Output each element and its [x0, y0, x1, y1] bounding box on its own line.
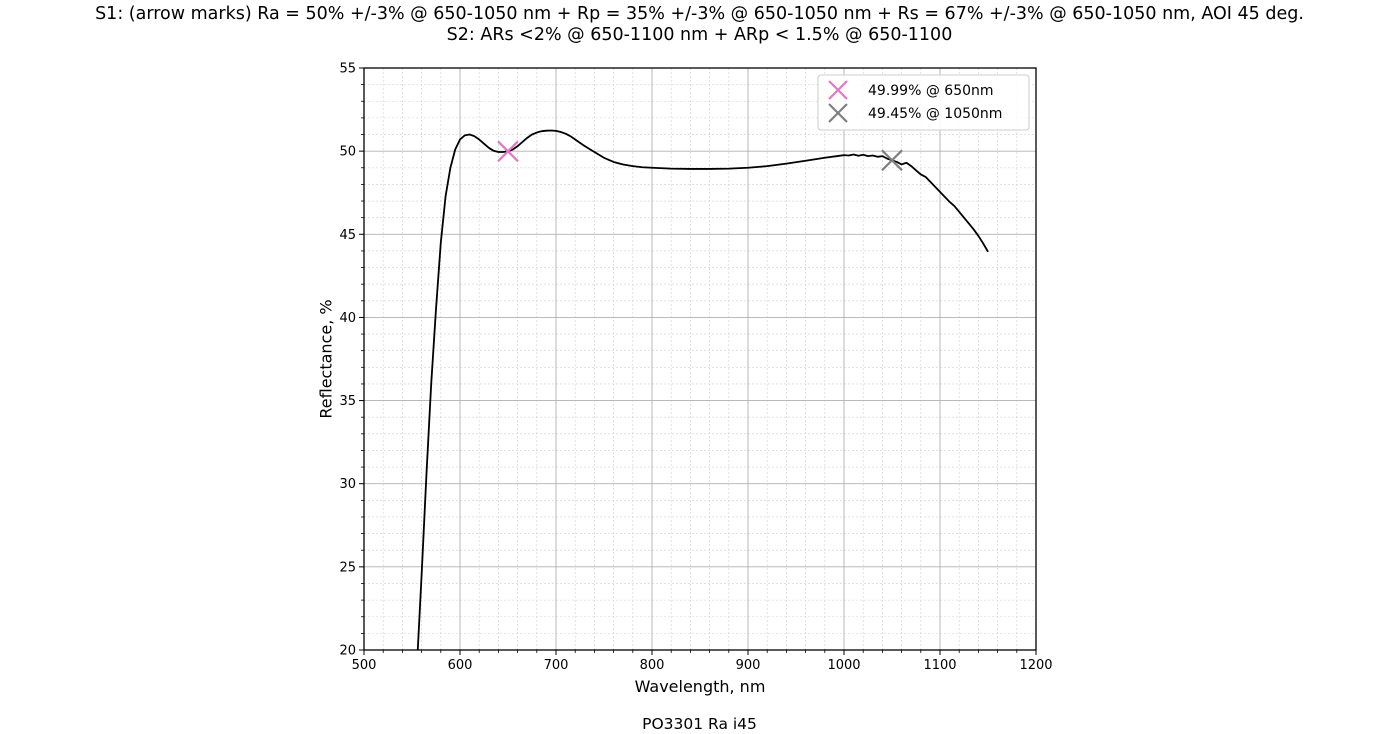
plot-frame — [363, 67, 1037, 651]
chart-title-line-1: S1: (arrow marks) Ra = 50% +/-3% @ 650-1… — [95, 4, 1304, 24]
marker-stroke — [881, 149, 903, 172]
chart-title-line-2: S2: ARs <2% @ 650-1100 nm + ARp < 1.5% @… — [446, 25, 953, 45]
legend-marker-2 — [828, 103, 848, 123]
y-tick-label: 50 — [339, 145, 356, 160]
series-line-1 — [416, 129, 989, 651]
legend: 49.99% @ 650nm 49.45% @ 1050nm — [817, 74, 1030, 131]
x-tick-label: 900 — [736, 658, 761, 673]
x-tick-label: 800 — [640, 658, 665, 673]
x-tick-label: 500 — [352, 658, 377, 673]
axis-ticks — [359, 67, 1037, 655]
x-tick-label: 700 — [544, 658, 569, 673]
y-tick-label: 45 — [339, 228, 356, 243]
minor-grid — [364, 68, 1036, 650]
major-grid — [363, 67, 1037, 651]
marker-stroke — [828, 103, 848, 123]
y-tick-label: 25 — [339, 560, 356, 575]
data-marker-1 — [497, 140, 519, 163]
legend-entry-2: 49.45% @ 1050nm — [868, 106, 1002, 122]
legend-entry-1: 49.99% @ 650nm — [868, 83, 994, 99]
y-tick-label: 55 — [339, 62, 356, 77]
legend-box — [817, 74, 1030, 131]
x-tick-label: 1100 — [923, 658, 956, 673]
markers — [497, 140, 903, 172]
x-axis-label: Wavelength, nm — [635, 677, 766, 696]
plot-area — [416, 129, 989, 651]
legend-marker-1 — [828, 80, 848, 100]
y-tick-label: 35 — [339, 394, 356, 409]
marker-stroke — [497, 140, 519, 163]
x-tick-label: 600 — [448, 658, 473, 673]
y-tick-labels: 20 25 30 35 40 45 50 55 — [339, 62, 356, 659]
y-tick-label: 30 — [339, 477, 356, 492]
marker-stroke — [828, 80, 848, 100]
x-tick-labels: 500 600 700 800 900 1000 1100 1200 — [352, 658, 1053, 673]
y-tick-label: 40 — [339, 311, 356, 326]
chart-footer-caption: PO3301 Ra i45 — [642, 715, 757, 733]
x-tick-label: 1200 — [1019, 658, 1052, 673]
x-tick-label: 1000 — [827, 658, 860, 673]
y-axis-label: Reflectance, % — [317, 299, 336, 418]
y-tick-label: 20 — [339, 644, 356, 659]
data-marker-2 — [881, 149, 903, 172]
